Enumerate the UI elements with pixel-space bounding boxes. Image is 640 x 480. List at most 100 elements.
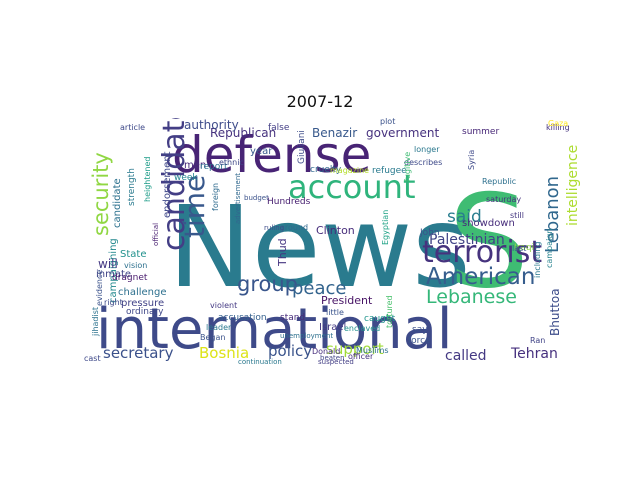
cloud-word: evidence [95, 270, 104, 306]
cloud-word: foreign [211, 183, 220, 211]
cloud-word: Egyptian [381, 210, 390, 245]
cloud-word: ethnic [219, 158, 244, 167]
cloud-word: S [448, 168, 529, 317]
cloud-word: still [510, 211, 524, 220]
cloud-word: budget [244, 194, 269, 202]
cloud-word: account [288, 168, 415, 206]
cloud-word: peace [292, 278, 347, 299]
cloud-word: Israel [319, 322, 346, 333]
cloud-word: beaten [320, 354, 345, 362]
cloud-word: campaigning [108, 238, 119, 303]
cloud-word: magazine [330, 166, 369, 175]
cloud-word: heightened [143, 157, 152, 203]
cloud-word: authority [184, 118, 239, 132]
cloud-word: Thud [276, 238, 289, 267]
cloud-word: support [326, 340, 384, 358]
cloud-word: endorsement [162, 151, 173, 218]
cloud-word: leader [206, 323, 232, 332]
cloud-word: describes [404, 158, 442, 167]
cloud-word: report [200, 162, 228, 172]
cloud-word: policy [268, 342, 312, 360]
cloud-word: strength [127, 168, 137, 206]
cloud-word: year [250, 146, 273, 157]
cloud-word: News [168, 183, 471, 313]
cloud-word: time [178, 175, 211, 238]
cloud-word: American [426, 264, 535, 290]
cloud-word: saturday [486, 195, 521, 204]
cloud-word: violent [210, 301, 237, 310]
cloud-word: last [512, 244, 526, 253]
cloud-word: enclaved [344, 324, 380, 333]
cloud-word: security [89, 152, 113, 236]
cloud-word: Began [200, 333, 225, 342]
cloud-word: Republican [210, 126, 276, 140]
cloud-word: terrorist [422, 235, 542, 270]
cloud-word: Palestinian [429, 232, 505, 248]
cloud-word: article [120, 123, 145, 132]
cloud-word: Clinton [316, 224, 355, 237]
cloud-word: false [268, 123, 290, 133]
cloud-word: unemployment [280, 332, 333, 340]
cloud-word: longer [414, 145, 440, 154]
cloud-word: dragnet [112, 273, 148, 283]
cloud-word: including [533, 242, 542, 278]
cloud-word: Bhuttoa [548, 288, 562, 336]
cloud-word: suspected [318, 358, 354, 366]
cloud-word: John [419, 228, 440, 238]
cloud-word: Iraqi [514, 243, 534, 253]
cloud-word: Republic [482, 177, 516, 186]
cloud-word: challenge [118, 287, 167, 298]
cloud-word: cruelty [310, 165, 342, 175]
cloud-word: ruling [264, 224, 284, 232]
cloud-word: caught [364, 314, 396, 324]
cloud-word: jihadist [91, 307, 100, 337]
cloud-word: Lebanese [426, 286, 517, 308]
cloud-word: stand [280, 313, 305, 323]
cloud-word: official [152, 223, 160, 246]
cloud-word: Lebanon [542, 176, 563, 253]
cloud-word: Donald [312, 347, 340, 356]
cloud-word: say [412, 325, 428, 335]
cloud-word: accusation [218, 313, 267, 323]
cloud-word: inmate [96, 269, 131, 280]
cloud-word: called [445, 348, 487, 364]
figure-title: 2007-12 [286, 92, 354, 111]
cloud-word: Muslims [356, 346, 389, 355]
cloud-word: group [237, 272, 298, 296]
cloud-word: will [98, 257, 118, 271]
cloud-word: summer [462, 127, 499, 137]
cloud-word: officer [348, 352, 374, 361]
cloud-word: men [184, 160, 206, 171]
cloud-word: said [447, 207, 482, 227]
cloud-word: pressure [121, 298, 164, 309]
cloud-word: fugitive [403, 152, 412, 182]
cloud-word: Hundreds [267, 197, 311, 207]
cloud-word: Gaza [548, 119, 568, 128]
cloud-word: week [174, 173, 198, 183]
cloud-word: continuation [238, 358, 282, 366]
cloud-word: tortured [385, 295, 394, 328]
cloud-word: showdown [462, 218, 515, 229]
cloud-word: Benazir [312, 126, 357, 140]
cloud-word: ordinary [126, 307, 164, 317]
cloud-word: right [104, 298, 123, 307]
cloud-word: secretary [103, 344, 174, 362]
cloud-word: refugee [372, 166, 407, 176]
cloud-word: intelligence [565, 145, 580, 226]
cloud-word: cast [84, 354, 101, 363]
cloud-word: President [321, 294, 373, 307]
cloud-word: plot [380, 118, 395, 126]
cloud-word: Giuliani [297, 130, 307, 164]
cloud-word: force [408, 336, 431, 346]
cloud-word: State [120, 249, 146, 260]
cloud-word: campaign [545, 229, 554, 268]
cloud-word: advertisement [234, 173, 242, 224]
cloud-word: little [326, 308, 344, 317]
cloud-word: around [280, 223, 308, 232]
cloud-word: Syria [467, 150, 476, 170]
cloud-word: international [96, 297, 452, 362]
cloud-word: government [366, 126, 439, 140]
cloud-word: vision [124, 261, 147, 270]
